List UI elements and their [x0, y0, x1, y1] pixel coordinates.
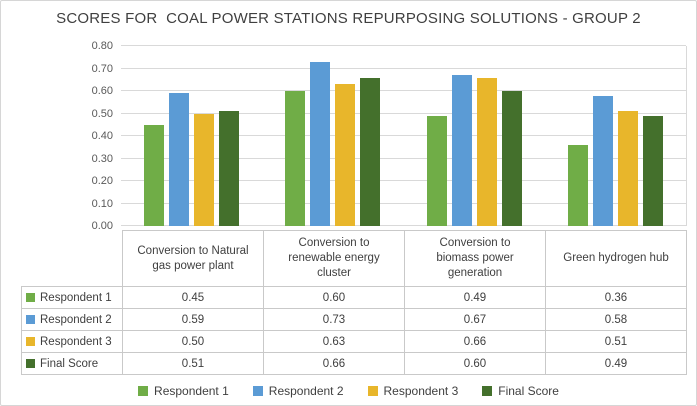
table-row: Final Score 0.51 0.66 0.60 0.49 — [21, 352, 687, 375]
series-swatch-icon — [26, 314, 35, 324]
series-label-cell: Respondent 2 — [21, 308, 123, 331]
value-cell: 0.59 — [122, 308, 264, 331]
legend-swatch-icon — [138, 386, 149, 396]
bar — [426, 115, 447, 226]
gridline — [121, 90, 686, 91]
legend-item: Respondent 3 — [367, 384, 459, 398]
table-header-row: Conversion to Natural gas power plant Con… — [21, 230, 687, 287]
category-header-cell: Conversion to renewable energy cluster — [263, 230, 405, 287]
legend-label: Respondent 2 — [268, 384, 344, 398]
series-swatch-icon — [26, 358, 35, 368]
value-cell: 0.36 — [545, 286, 687, 309]
gridline — [121, 67, 686, 69]
bar — [501, 91, 522, 226]
legend-swatch-icon — [367, 386, 378, 396]
bar — [144, 124, 165, 226]
legend: Respondent 1 Respondent 2 Respondent 3 Fina… — [1, 384, 696, 398]
gridline — [121, 180, 686, 181]
bar — [335, 84, 356, 226]
value-cell: 0.66 — [263, 352, 405, 375]
value-cell: 0.45 — [122, 286, 264, 309]
value-cell: 0.50 — [122, 330, 264, 353]
y-tick-label: 0.60 — [91, 85, 113, 97]
category-header-cell: Green hydrogen hub — [545, 230, 687, 287]
bar — [567, 145, 588, 226]
value-cell: 0.73 — [263, 308, 405, 331]
bar — [310, 61, 331, 226]
y-tick-label: 0.30 — [91, 152, 113, 165]
gridline — [121, 45, 686, 46]
bar — [194, 113, 215, 226]
gridline — [121, 157, 686, 159]
value-cell: 0.51 — [545, 330, 687, 353]
bar — [476, 77, 497, 226]
legend-item: Final Score — [482, 384, 559, 398]
chart-title: SCORES FOR COAL POWER STATIONS REPURPOSI… — [56, 10, 641, 27]
gridline — [121, 202, 686, 204]
series-label-cell: Respondent 1 — [21, 286, 123, 309]
table-row: Respondent 3 0.50 0.63 0.66 0.51 — [21, 330, 687, 353]
legend-item: Respondent 2 — [252, 384, 344, 398]
gridline — [121, 225, 686, 226]
series-swatch-icon — [26, 292, 35, 302]
table-row: Respondent 2 0.59 0.73 0.67 0.58 — [21, 308, 687, 331]
data-table: Conversion to Natural gas power plant Con… — [21, 230, 687, 375]
bar — [169, 93, 190, 226]
bar — [219, 111, 240, 226]
value-cell: 0.49 — [404, 286, 546, 309]
series-label-cell: Final Score — [21, 352, 123, 375]
value-cell: 0.49 — [545, 352, 687, 375]
category-header-cell: Conversion to Natural gas power plant — [122, 230, 264, 287]
y-tick-label: 0.80 — [91, 40, 113, 52]
bar — [592, 95, 613, 226]
y-tick-label: 0.50 — [91, 107, 113, 120]
value-cell: 0.51 — [122, 352, 264, 375]
gridline — [121, 135, 686, 136]
value-cell: 0.60 — [404, 352, 546, 375]
y-tick-label: 0.40 — [91, 130, 113, 142]
legend-label: Respondent 1 — [154, 384, 229, 398]
category-group — [404, 46, 545, 226]
category-group — [545, 46, 686, 226]
category-group — [262, 46, 403, 226]
legend-label: Final Score — [498, 384, 559, 398]
legend-label: Respondent 3 — [383, 384, 459, 398]
bar — [642, 115, 663, 226]
bar — [617, 111, 638, 226]
y-tick-label: 0.10 — [91, 197, 113, 210]
plot-area — [121, 45, 687, 226]
value-cell: 0.66 — [404, 330, 546, 353]
legend-swatch-icon — [252, 386, 263, 396]
table-row: Respondent 1 0.45 0.60 0.49 0.36 — [21, 286, 687, 309]
series-swatch-icon — [26, 336, 35, 346]
value-cell: 0.63 — [263, 330, 405, 353]
bar-groups — [121, 46, 686, 226]
legend-swatch-icon — [482, 386, 493, 396]
table-corner-cell — [21, 230, 123, 287]
y-tick-label: 0.00 — [91, 220, 113, 232]
category-group — [121, 46, 262, 226]
legend-item: Respondent 1 — [138, 384, 229, 398]
bar — [360, 77, 381, 226]
y-axis-labels: 0.80 0.70 0.60 0.50 0.40 0.30 0.20 0.10 0.00 — [67, 40, 113, 232]
value-cell: 0.67 — [404, 308, 546, 331]
bar — [451, 75, 472, 226]
series-label-cell: Respondent 3 — [21, 330, 123, 353]
value-cell: 0.60 — [263, 286, 405, 309]
value-cell: 0.58 — [545, 308, 687, 331]
category-header-cell: Conversion to biomass power generation — [404, 230, 546, 287]
y-tick-label: 0.70 — [91, 62, 113, 75]
bar — [285, 91, 306, 226]
y-tick-label: 0.20 — [91, 175, 113, 187]
gridline — [121, 112, 686, 114]
